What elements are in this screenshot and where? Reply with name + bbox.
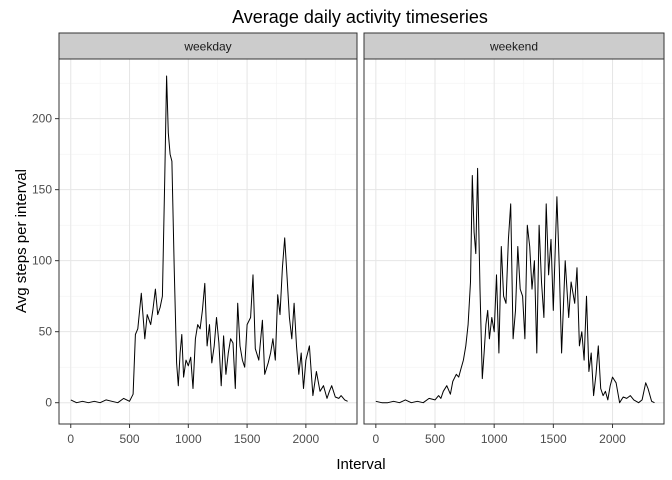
facet-strip-weekday <box>58 32 358 60</box>
panel-border-weekday <box>58 58 358 425</box>
x-axis-weekend: 0 500 1000 1500 2000 <box>372 424 626 446</box>
y-tick-label: 200 <box>32 112 52 126</box>
x-axis-title: Interval <box>336 456 385 473</box>
x-tick-label: 0 <box>67 432 74 446</box>
x-tick-label: 1000 <box>175 432 202 446</box>
x-tick-label: 1500 <box>234 432 261 446</box>
grid-weekday <box>59 59 357 424</box>
x-tick-label: 2000 <box>293 432 320 446</box>
y-tick-label: 50 <box>39 325 53 339</box>
facet-panel-weekday: weekday 0 500 1000 1500 2000 <box>58 32 358 446</box>
y-tick-label: 150 <box>32 183 52 197</box>
facet-strip-label-weekend: weekend <box>489 40 538 54</box>
x-tick-label: 500 <box>425 432 445 446</box>
series-line-weekday <box>70 75 348 404</box>
facet-panel-weekend: weekend 0 500 1000 1500 2000 <box>363 32 665 446</box>
x-tick-label: 500 <box>120 432 140 446</box>
x-tick-label: 1000 <box>481 432 508 446</box>
x-axis-weekday: 0 500 1000 1500 2000 <box>67 424 320 446</box>
x-tick-label: 2000 <box>599 432 626 446</box>
y-tick-label: 0 <box>45 396 52 410</box>
series-line-weekend <box>375 167 655 404</box>
y-axis-title: Avg steps per interval <box>13 169 30 313</box>
x-tick-label: 1500 <box>540 432 567 446</box>
y-axis: 0 50 100 150 200 <box>32 112 59 410</box>
x-tick-label: 0 <box>372 432 379 446</box>
facet-strip-label-weekday: weekday <box>183 40 231 54</box>
grid-weekend <box>364 59 664 424</box>
panel-border-weekend <box>363 58 665 425</box>
facet-strip-weekend <box>363 32 665 60</box>
chart-title: Average daily activity timeseries <box>232 7 488 27</box>
y-tick-label: 100 <box>32 254 52 268</box>
